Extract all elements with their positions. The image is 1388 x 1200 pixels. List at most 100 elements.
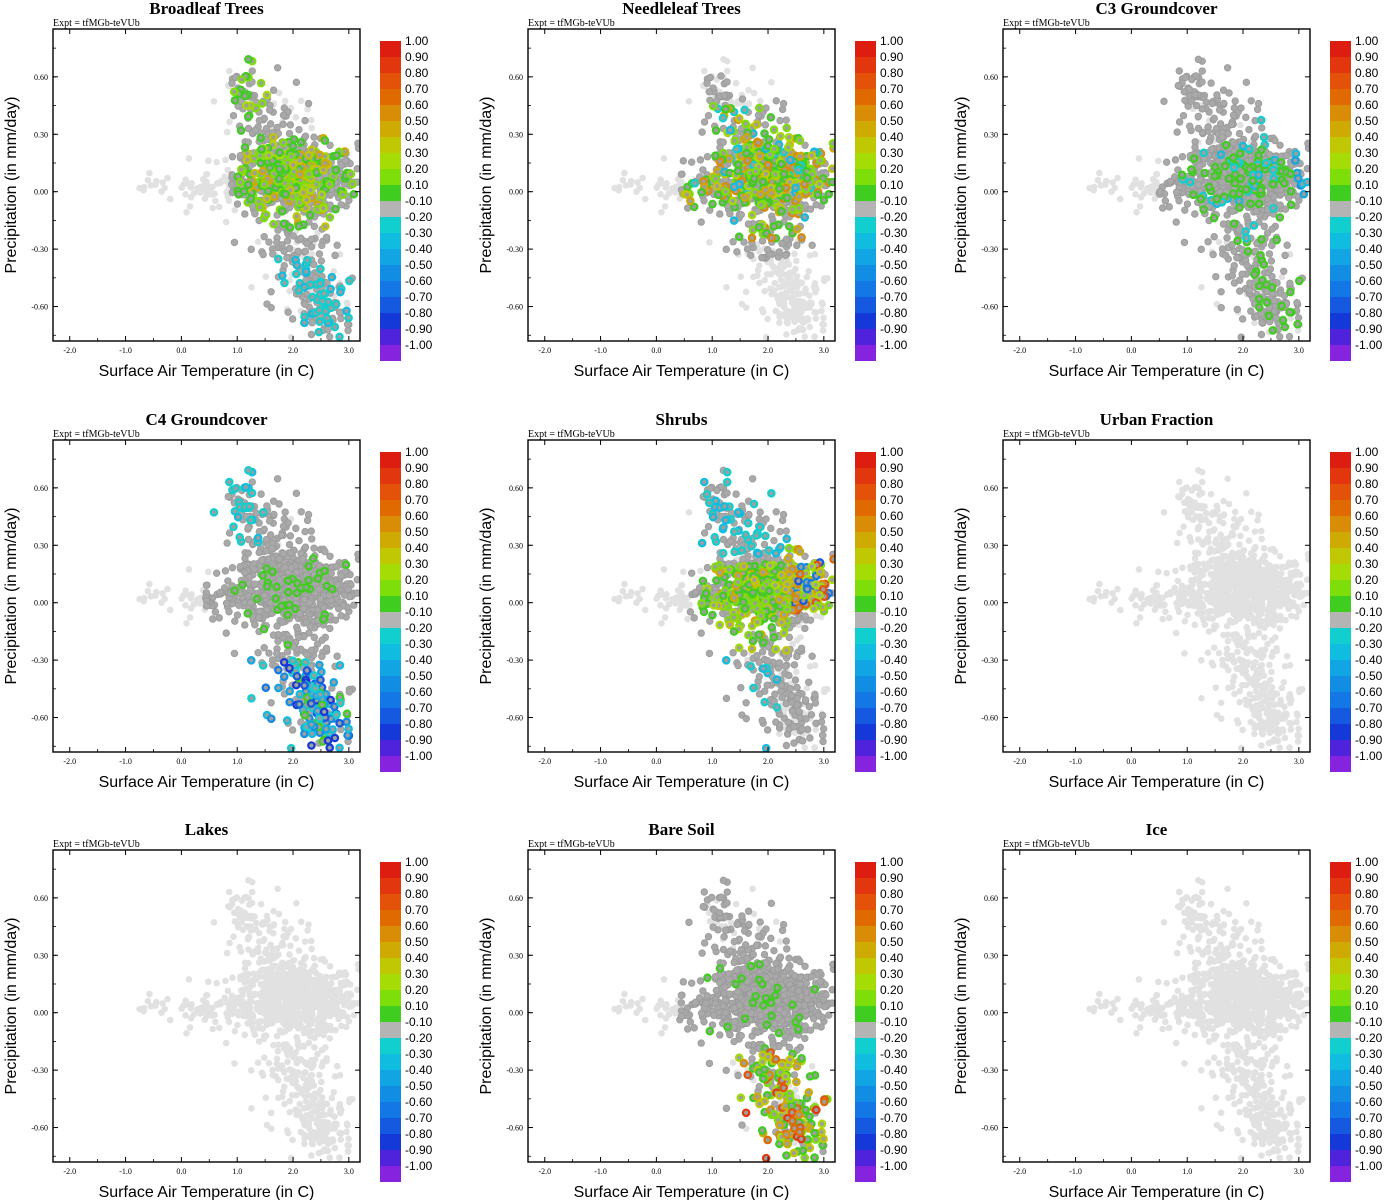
data-point <box>1181 73 1190 82</box>
data-point <box>801 141 809 149</box>
data-point <box>303 650 311 659</box>
data-point <box>247 488 257 498</box>
colorbar-label: 0.30 <box>880 146 904 160</box>
data-point <box>793 241 801 250</box>
data-point <box>284 308 292 316</box>
data-point <box>1248 176 1258 185</box>
data-point <box>301 543 310 551</box>
data-point <box>777 159 786 169</box>
data-point <box>223 188 230 196</box>
data-point <box>274 637 282 645</box>
colorbar-label: -1.00 <box>405 338 433 352</box>
data-point <box>304 561 314 571</box>
colorbar-label: 0.80 <box>1355 66 1379 80</box>
data-point <box>271 594 281 603</box>
data-point <box>222 629 230 637</box>
y-tick-label: -0.30 <box>506 245 523 254</box>
colorbar-label: 0.30 <box>1355 146 1379 160</box>
data-point <box>819 327 827 334</box>
data-point <box>256 78 266 88</box>
data-point <box>1286 169 1295 179</box>
data-point <box>805 267 813 275</box>
data-point <box>789 296 796 304</box>
data-point <box>1237 121 1244 129</box>
colorbar-label: -0.40 <box>880 242 908 256</box>
data-point <box>345 688 353 696</box>
data-point <box>1132 176 1139 184</box>
data-point <box>1175 197 1183 205</box>
data-point <box>819 195 829 205</box>
points-group <box>1086 55 1310 341</box>
data-point <box>720 91 729 100</box>
data-point <box>266 120 275 128</box>
colorbar-swatch <box>1330 169 1351 185</box>
data-point <box>182 602 189 609</box>
data-point <box>264 151 274 160</box>
data-point <box>262 564 271 573</box>
data-point <box>308 554 318 563</box>
colorbar-label: -0.50 <box>880 258 908 272</box>
colorbar-label: 0.70 <box>1355 82 1379 96</box>
data-point <box>827 164 835 174</box>
colorbar-label: -0.30 <box>1355 226 1383 240</box>
data-point <box>248 284 255 291</box>
data-point <box>231 206 239 214</box>
data-point <box>1210 114 1218 123</box>
data-point <box>281 508 289 516</box>
data-point <box>316 595 325 603</box>
colorbar-swatch <box>380 201 401 217</box>
data-point <box>265 517 274 525</box>
colorbar-swatch <box>1330 153 1351 169</box>
data-point <box>1272 235 1281 245</box>
data-point <box>297 718 305 726</box>
colorbar-swatch <box>380 105 401 121</box>
data-point <box>1199 148 1209 158</box>
data-point <box>1287 315 1295 322</box>
colorbar: 1.000.900.800.700.600.500.400.300.200.10… <box>855 34 908 361</box>
data-point <box>1158 204 1167 212</box>
colorbar-swatch <box>855 41 876 57</box>
data-point <box>1254 170 1263 180</box>
panel-title: Needleleaf Trees <box>622 0 741 18</box>
data-point <box>344 724 353 734</box>
data-point <box>782 193 792 203</box>
data-point <box>1270 193 1278 201</box>
data-point <box>718 113 728 123</box>
data-point <box>246 598 255 607</box>
data-point <box>297 234 305 242</box>
data-point <box>682 190 692 199</box>
data-point <box>1133 208 1140 216</box>
data-point <box>1209 250 1217 259</box>
data-point <box>269 631 278 639</box>
data-point <box>795 136 805 145</box>
data-point <box>1109 179 1116 186</box>
data-point <box>349 189 359 199</box>
data-point <box>144 587 152 595</box>
data-point <box>1265 250 1274 258</box>
colorbar-swatch <box>1330 249 1351 265</box>
data-point <box>1217 303 1225 312</box>
data-point <box>758 254 766 262</box>
data-point <box>811 280 819 287</box>
colorbar-label: 0.60 <box>1355 98 1379 112</box>
data-point <box>274 254 283 264</box>
colorbar-swatch <box>1330 57 1351 73</box>
data-point <box>317 667 326 677</box>
colorbar-swatch <box>1330 73 1351 89</box>
data-point <box>811 333 818 340</box>
data-point <box>1215 106 1224 114</box>
data-point <box>660 155 668 162</box>
data-point <box>732 79 740 87</box>
data-point <box>812 201 820 209</box>
data-point <box>283 587 293 597</box>
data-point <box>244 466 253 475</box>
data-point <box>267 699 275 707</box>
data-point <box>288 726 297 734</box>
data-point <box>283 254 291 262</box>
data-point <box>1204 182 1214 192</box>
data-point <box>1285 307 1294 317</box>
data-point <box>729 216 739 225</box>
y-tick-label: 0.30 <box>509 130 523 139</box>
data-point <box>751 167 761 176</box>
